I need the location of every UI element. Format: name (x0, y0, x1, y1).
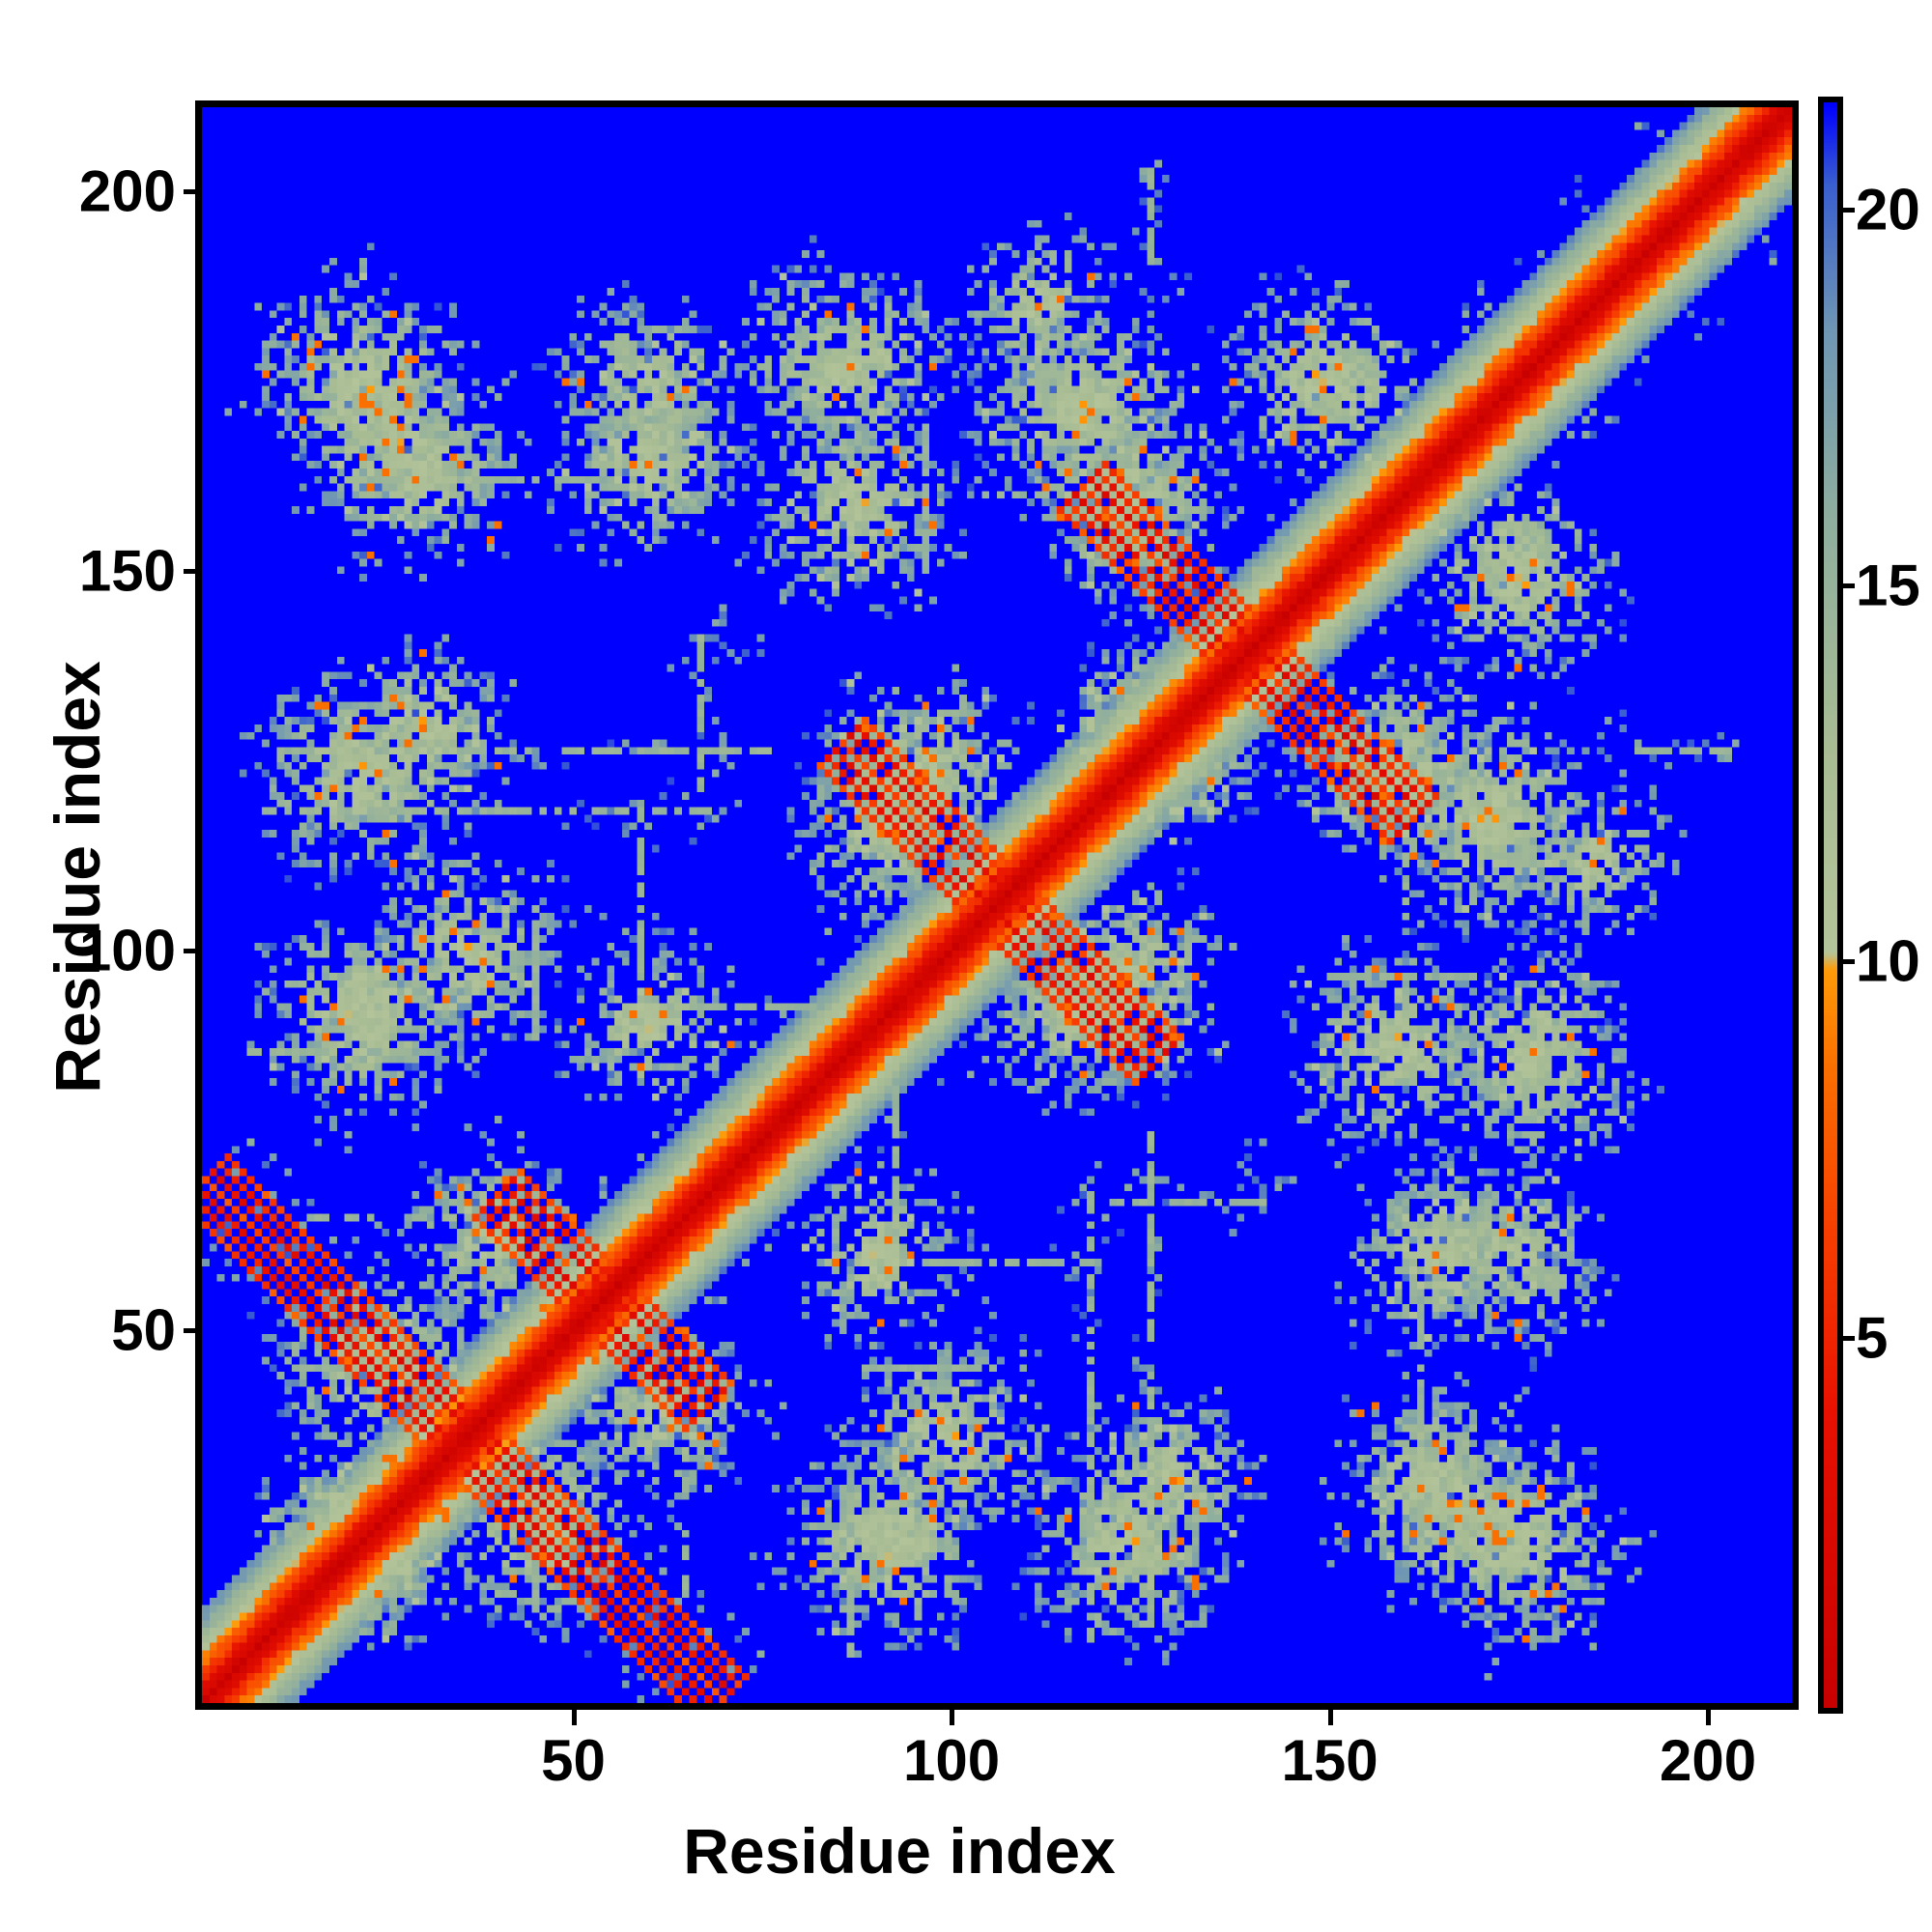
colorbar-tick-label: 15 (1856, 553, 1920, 618)
x-tick-mark (1706, 1710, 1712, 1725)
x-tick-label: 100 (902, 1728, 1001, 1793)
colorbar-tick-mark (1843, 583, 1855, 589)
colorbar-tick-label: 20 (1856, 177, 1920, 242)
x-tick-mark (1327, 1710, 1333, 1725)
colorbar-tick-mark (1843, 1335, 1855, 1341)
x-tick-label: 150 (1281, 1728, 1378, 1793)
heatmap-plot-area (195, 100, 1799, 1710)
x-tick-mark (950, 1710, 955, 1725)
colorbar (1818, 97, 1843, 1714)
y-tick-mark (184, 1328, 199, 1334)
y-tick-label: 100 (78, 918, 176, 983)
colorbar-gradient (1824, 102, 1837, 1708)
y-tick-mark (184, 569, 199, 575)
x-tick-mark (571, 1710, 577, 1725)
y-tick-label: 150 (78, 538, 176, 604)
x-tick-label: 50 (541, 1728, 606, 1793)
x-axis-title: Residue index (683, 1815, 1116, 1887)
colorbar-tick-mark (1843, 959, 1855, 965)
y-tick-label: 50 (111, 1297, 176, 1363)
y-axis-title: Residue index (42, 661, 113, 1094)
colorbar-tick-label: 10 (1856, 928, 1920, 994)
colorbar-tick-mark (1843, 207, 1855, 213)
y-tick-mark (184, 949, 199, 954)
x-tick-label: 200 (1659, 1728, 1757, 1793)
colorbar-tick-label: 5 (1856, 1305, 1889, 1371)
y-tick-label: 200 (78, 158, 176, 224)
heatmap-canvas (202, 107, 1792, 1703)
y-tick-mark (184, 189, 199, 195)
